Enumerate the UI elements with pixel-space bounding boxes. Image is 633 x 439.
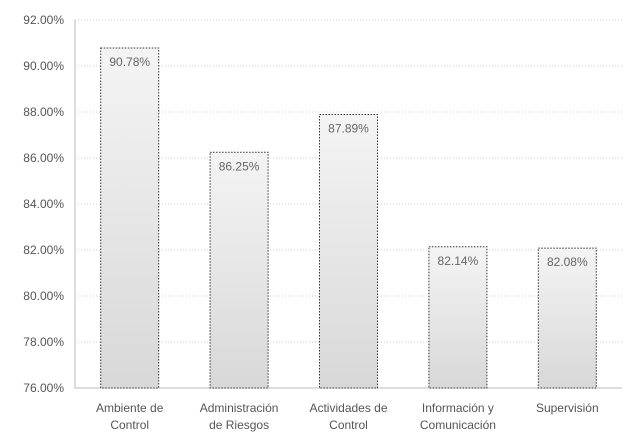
data-label: 87.89% <box>328 122 369 136</box>
y-tick-label: 86.00% <box>23 151 64 165</box>
bar <box>100 47 160 389</box>
y-tick-label: 80.00% <box>23 289 64 303</box>
y-tick-label: 92.00% <box>23 13 64 27</box>
y-tick-label: 90.00% <box>23 59 64 73</box>
y-tick-label: 84.00% <box>23 197 64 211</box>
x-tick-label: Supervisión <box>536 401 599 415</box>
y-tick-label: 78.00% <box>23 335 64 349</box>
bar <box>209 151 269 389</box>
data-label: 82.14% <box>438 254 479 268</box>
bar <box>537 247 597 389</box>
y-tick-label: 82.00% <box>23 243 64 257</box>
x-tick-label: Ambiente de Control <box>96 401 164 432</box>
y-tick-label: 88.00% <box>23 105 64 119</box>
bars <box>100 47 597 389</box>
x-tick-label: Administración de Riesgos <box>200 401 279 432</box>
x-tick-label: Actividades de Control <box>309 401 387 432</box>
y-tick-label: 76.00% <box>23 381 64 395</box>
data-labels: 90.78% 86.25% 87.89% 82.14% 82.08% <box>109 55 588 269</box>
y-axis: 76.00% 78.00% 80.00% 82.00% 84.00% 86.00% 88.0… <box>23 13 64 395</box>
x-tick-label: Información y Comunicación <box>420 401 496 432</box>
data-label: 90.78% <box>109 55 150 69</box>
bar <box>319 114 378 389</box>
data-label: 86.25% <box>219 159 260 173</box>
x-axis: Ambiente de Control Administración de Riesg… <box>96 401 599 432</box>
data-label: 82.08% <box>547 255 588 269</box>
bar <box>428 246 488 389</box>
